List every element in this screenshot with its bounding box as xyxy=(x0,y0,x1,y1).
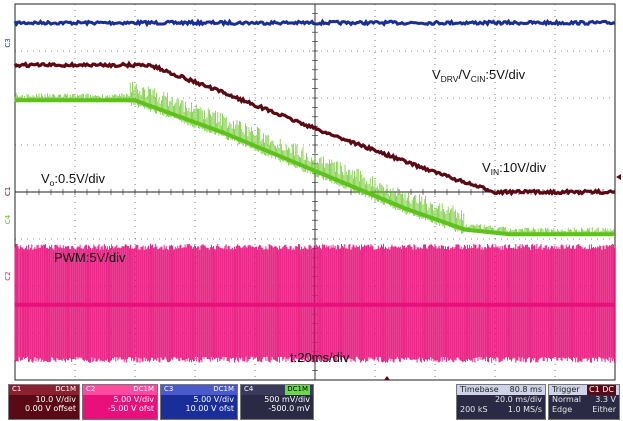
trigger-descriptor[interactable]: Trigger C1 DC Normal 3.3 V Edge Either xyxy=(548,384,620,420)
ch1-offset: 0.00 V offset xyxy=(24,404,76,413)
trigger-channel: C1 DC xyxy=(587,385,616,395)
ch3-mode: DC1M xyxy=(213,385,234,393)
ch3-offset: 10.00 V ofst xyxy=(185,404,234,413)
ch3-scale: 5.00 V/div xyxy=(193,395,234,404)
label-vo: Vo:0.5V/div xyxy=(41,171,105,188)
trigger-position-marker[interactable] xyxy=(384,376,390,380)
timebase-descriptor[interactable]: Timebase 80.8 ms 20.0 ms/div 200 kS 1.0 … xyxy=(456,384,546,420)
ch2-label: C2 xyxy=(86,385,96,393)
ch2-descriptor[interactable]: C2 DC1M 5.00 V/div -5.00 V ofst xyxy=(82,384,158,420)
trigger-slope: Either xyxy=(592,405,616,414)
ch1-descriptor[interactable]: C1 DC1M 10.0 V/div 0.00 V offset xyxy=(8,384,80,420)
marker-c3[interactable]: C3 xyxy=(4,38,12,47)
trace-c1 xyxy=(13,60,616,197)
ch4-offset: -500.0 mV xyxy=(268,404,310,413)
ch1-scale: 10.0 V/div xyxy=(35,395,76,404)
ch4-scale: 500 mV/div xyxy=(264,395,310,404)
marker-c4[interactable]: C4 xyxy=(4,214,12,224)
label-pwm: PWM:5V/div xyxy=(54,250,126,265)
marker-c2[interactable]: C2 xyxy=(4,271,12,280)
channel-markers: C1 C2 C3 C4 xyxy=(4,38,621,380)
trigger-label: Trigger xyxy=(552,385,580,394)
ch4-mode: DC1M xyxy=(285,385,310,395)
label-vin: VIN:10V/div xyxy=(482,160,547,177)
ch2-offset: -5.00 V ofst xyxy=(107,404,154,413)
trigger-level: 3.3 V xyxy=(595,395,616,404)
ch1-mode: DC1M xyxy=(55,385,76,393)
trigger-mode: Normal xyxy=(552,395,581,404)
timebase-srate: 1.0 MS/s xyxy=(507,405,542,414)
trace-c3 xyxy=(13,18,616,28)
label-vdrv-vcin: VDRV/VCIN:5V/div xyxy=(432,67,526,84)
ch2-scale: 5.00 V/div xyxy=(113,395,154,404)
trigger-level-marker[interactable] xyxy=(616,174,621,180)
ch1-label: C1 xyxy=(12,385,22,393)
trigger-type: Edge xyxy=(552,405,573,414)
ch4-descriptor[interactable]: C4 DC1M 500 mV/div -500.0 mV xyxy=(240,384,314,420)
ch3-descriptor[interactable]: C3 DC1M 5.00 V/div 10.00 V ofst xyxy=(160,384,238,420)
traces xyxy=(13,18,616,363)
marker-c1[interactable]: C1 xyxy=(4,187,12,196)
timebase-label: Timebase xyxy=(460,385,499,394)
timebase-rate: 20.0 ms/div xyxy=(494,395,542,404)
label-time: t:20ms/div xyxy=(290,350,350,365)
timebase-samples: 200 kS xyxy=(460,405,488,414)
trace-c2 xyxy=(14,243,615,363)
ch3-label: C3 xyxy=(164,385,174,393)
trace-c4 xyxy=(15,98,614,237)
timebase-delay: 80.8 ms xyxy=(509,385,542,394)
scope-screen: C1 C2 C3 C4 VDRV/VCIN:5V/div VIN:10V/div Vo… xyxy=(4,3,621,381)
ch4-label: C4 xyxy=(244,385,254,393)
status-bar: C1 DC1M 10.0 V/div 0.00 V offset C2 DC1M… xyxy=(0,384,623,421)
ch2-mode: DC1M xyxy=(133,385,154,393)
